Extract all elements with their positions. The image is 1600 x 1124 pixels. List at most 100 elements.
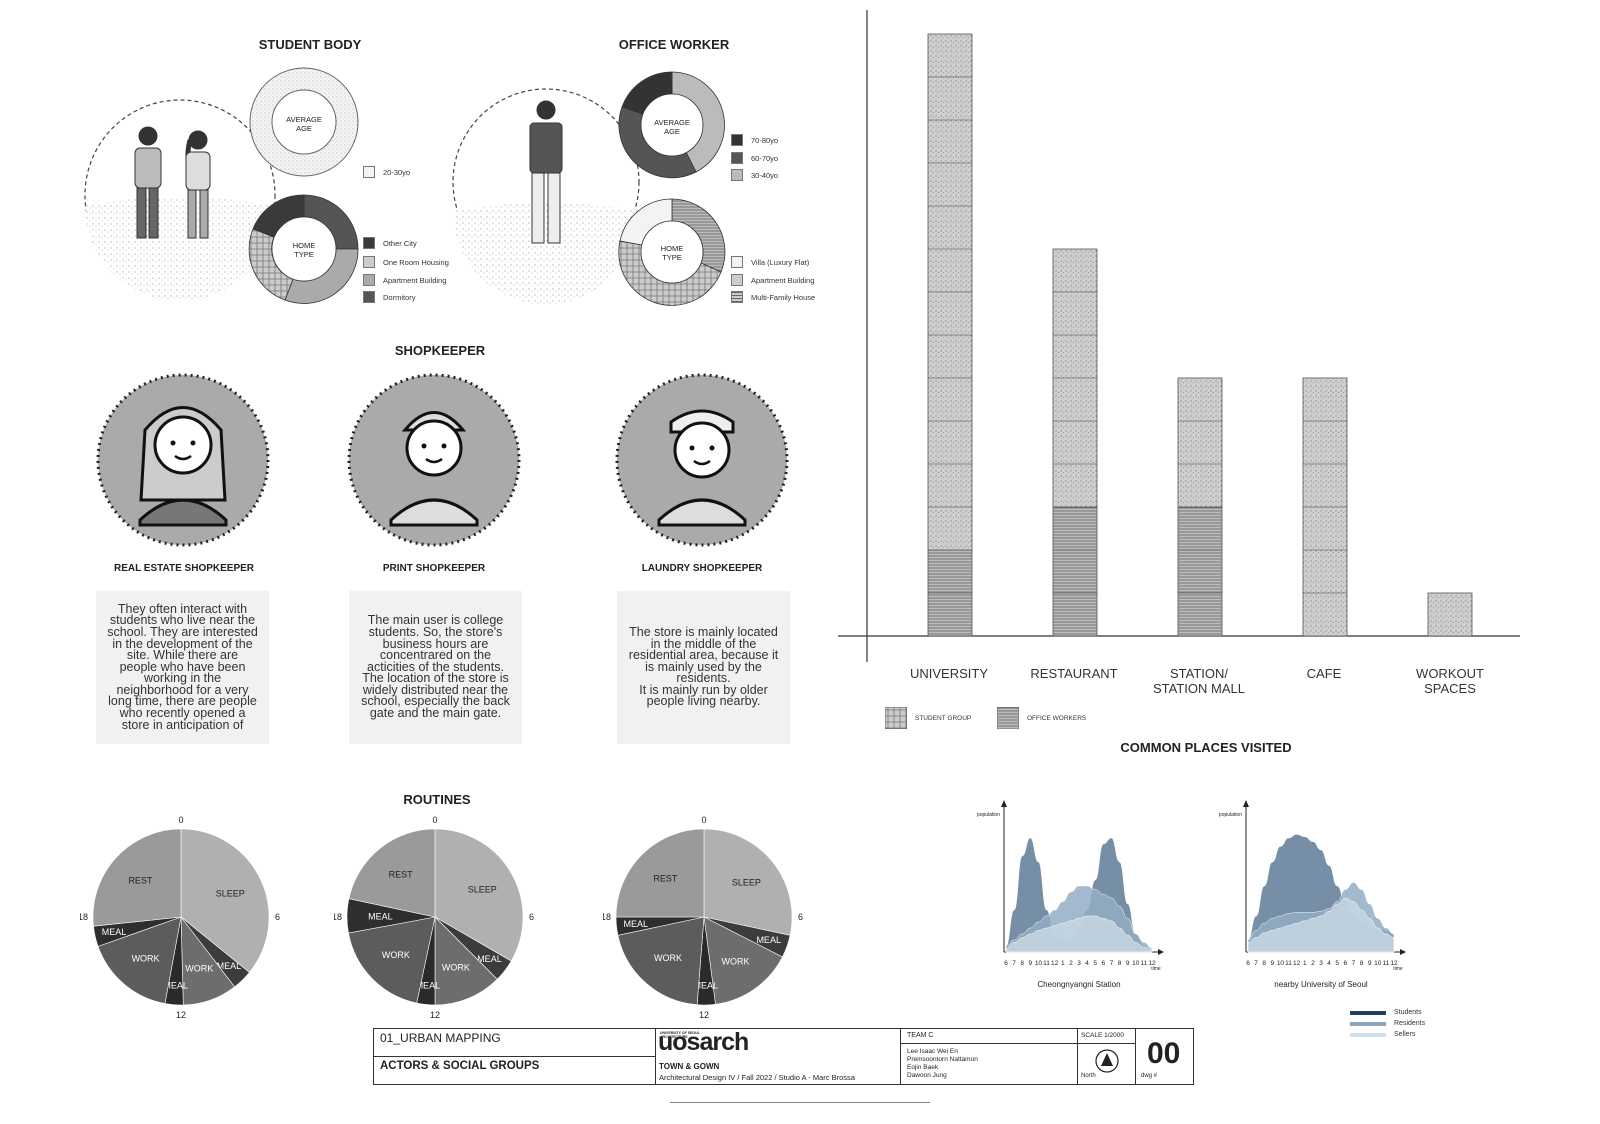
pie-label: WORK	[132, 953, 160, 963]
area-tick-label: 5	[1335, 960, 1339, 967]
routine-pie-2: SLEEP MEAL WORK MEAL WORK MEAL REST 0 6 12 18	[332, 812, 534, 1022]
area-series-sellers	[1005, 915, 1153, 953]
area-chart-title: Cheongnyangni Station	[1037, 980, 1120, 989]
area-ylabel: population	[977, 812, 1000, 818]
real-estate-avatar	[96, 373, 270, 547]
pie-hour-label: 6	[798, 912, 803, 922]
student-body-title: STUDENT BODY	[258, 37, 362, 52]
pie-label: MEAL	[623, 919, 648, 929]
bottom-rule	[670, 1102, 930, 1103]
area-tick-label: 1	[1303, 960, 1307, 967]
uosarch-logo: uosarch	[658, 1028, 749, 1056]
area-tick-label: 12	[1293, 960, 1301, 967]
pie-hour-label: 6	[529, 912, 534, 922]
shopkeeper-title: SHOPKEEPER	[394, 343, 486, 358]
area-tick-label: 6	[1004, 960, 1008, 967]
pie-label: MEAL	[368, 911, 393, 921]
legend-students: Students	[1350, 1009, 1422, 1016]
area-tick-label: 11	[1285, 960, 1292, 967]
category-restaurant: RESTAURANT	[1030, 666, 1118, 681]
legend-30-40yo: 30-40yo	[731, 169, 778, 181]
svg-text:TYPE: TYPE	[294, 250, 314, 259]
pie-slice-work	[434, 916, 498, 1006]
pie-hour-label: 0	[432, 815, 437, 825]
role-laundry: LAUNDRY SHOPKEEPER	[641, 563, 763, 574]
pie-hour-label: 0	[178, 815, 183, 825]
course-info: Architectural Design IV / Fall 2022 / St…	[659, 1073, 855, 1082]
bar-student-group-4	[1427, 592, 1473, 637]
pie-hour-label: 12	[699, 1010, 709, 1020]
bar-office-workers-1	[1052, 506, 1098, 637]
pie-hour-label: 18	[80, 912, 88, 922]
legend-70-80yo: 70-80yo	[731, 134, 778, 146]
routine-pie-1: SLEEP MEAL WORK MEAL WORK MEAL REST 0 6 12 18	[78, 812, 280, 1022]
sheet-subtitle: ACTORS & SOCIAL GROUPS	[380, 1060, 540, 1072]
area-tick-label: 7	[1254, 960, 1258, 967]
legend-office-workers: OFFICE WORKERS	[997, 707, 1086, 729]
svg-text:HOME: HOME	[293, 241, 316, 250]
legend-residents: Residents	[1350, 1020, 1425, 1027]
pie-hour-label: 0	[701, 815, 706, 825]
area-chart-title: nearby University of Seoul	[1274, 980, 1368, 989]
area-tick-label: 6	[1344, 960, 1348, 967]
category-workout: WORKOUT SPACES	[1416, 666, 1484, 696]
pie-hour-label: 6	[275, 912, 280, 922]
legend-dormitory: Dormitory	[363, 291, 416, 303]
bar-student-group-2	[1177, 377, 1223, 508]
print-avatar	[347, 373, 521, 547]
pie-label: SLEEP	[216, 889, 245, 899]
pie-label: WORK	[654, 953, 682, 963]
pie-slice-rest	[92, 828, 182, 927]
legend-one-room-housing: One Room Housing	[363, 256, 449, 268]
area-tick-label: 10	[1374, 960, 1382, 967]
common-places-bar-chart	[838, 10, 1520, 662]
area-tick-label: 10	[1035, 960, 1043, 967]
pie-label: MEAL	[756, 935, 781, 945]
team-member-3: Eojin Baek	[907, 1064, 939, 1071]
area-tick-label: 11	[1383, 960, 1390, 967]
area-tick-label: 7	[1110, 960, 1114, 967]
project-name: TOWN & GOWN	[659, 1062, 720, 1071]
pie-hour-label: 18	[603, 912, 611, 922]
dwg-number: 00	[1147, 1037, 1181, 1070]
pie-slice-work	[617, 916, 705, 1006]
team-member-4: Dawoon Jung	[907, 1072, 947, 1079]
routine-pie-svg: SLEEP MEAL WORK MEAL WORK MEAL REST 0 6 12 18	[601, 815, 803, 1020]
area-tick-label: 9	[1368, 960, 1372, 967]
north-label: North	[1081, 1073, 1096, 1079]
pie-hour-label: 18	[334, 912, 342, 922]
pie-label: WORK	[442, 962, 470, 972]
pie-label: MEAL	[477, 954, 502, 964]
pie-slice-work	[703, 916, 783, 1005]
legend-villa: Villa (Luxury Flat)	[731, 256, 809, 268]
desc-laundry: The store is mainly located in the middl…	[617, 591, 790, 744]
pie-label: SLEEP	[468, 885, 497, 895]
area-tick-label: 9	[1029, 960, 1033, 967]
pie-label: MEAL	[416, 980, 441, 990]
role-print: PRINT SHOPKEEPER	[382, 563, 486, 574]
office-avg-age-donut: AVERAGE AGE	[618, 71, 725, 179]
area-tick-label: 1	[1061, 960, 1065, 967]
area-tick-label: 2	[1311, 960, 1315, 967]
area-tick-label: 7	[1012, 960, 1016, 967]
area-tick-label: 4	[1085, 960, 1089, 967]
area-tick-label: 7	[1352, 960, 1356, 967]
area-chart-uos: 6 7 8 9 10 11 12 1 2 3 4 5 6 7 8 9 10 11 12populationtimen…	[1219, 800, 1406, 989]
area-tick-label: 8	[1118, 960, 1122, 967]
student-body-diagram: AVERAGE AGE HOME TYPE	[84, 67, 359, 304]
students-illustration	[134, 126, 211, 239]
legend-apartment-building: Apartment Building	[363, 274, 446, 286]
student-home-type-donut: HOME TYPE	[248, 194, 359, 304]
area-tick-label: 8	[1360, 960, 1364, 967]
category-station: STATION/ STATION MALL	[1153, 666, 1245, 696]
arrow-icon	[1243, 800, 1249, 807]
svg-text:AVERAGE: AVERAGE	[654, 118, 690, 127]
student-avg-age-label-2: AGE	[296, 124, 312, 133]
pie-label: MEAL	[163, 980, 188, 990]
office-home-type-donut: HOME TYPE	[618, 198, 726, 306]
area-tick-label: 8	[1262, 960, 1266, 967]
office-worker-diagram: AVERAGE AGE HOME TYPE	[452, 71, 726, 306]
legend-office-apartment: Apartment Building	[731, 274, 814, 286]
pie-slice-rest	[615, 828, 705, 918]
routine-pie-3: SLEEP MEAL WORK MEAL WORK MEAL REST 0 6 12 18	[601, 812, 803, 1022]
